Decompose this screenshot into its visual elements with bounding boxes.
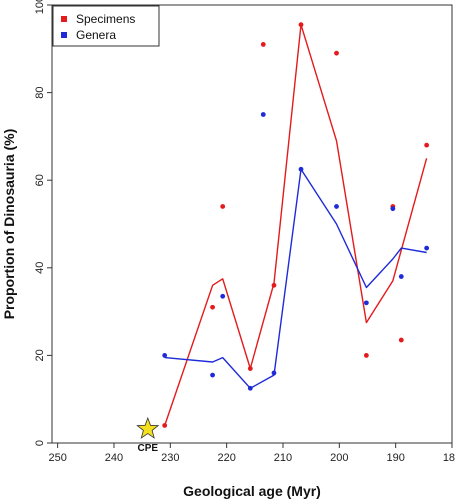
- legend-box: [52, 5, 160, 47]
- point-genera: [398, 274, 404, 279]
- point-genera: [298, 166, 304, 172]
- chart-axes: 250 240 230 220 210 200 190 180 0 20 40 60 80 100: [34, 0, 455, 464]
- point-genera: [334, 204, 339, 209]
- point-specimens: [398, 337, 404, 343]
- x-tick-label: 220: [217, 452, 235, 464]
- point-genera: [260, 112, 266, 117]
- y-tick-label: 60: [34, 174, 46, 186]
- x-tick-label: 230: [161, 452, 179, 464]
- cpe-star-icon: [136, 416, 160, 439]
- point-specimens: [260, 42, 266, 47]
- point-specimens: [334, 50, 339, 56]
- y-tick-label: 0: [34, 440, 46, 446]
- point-specimens: [424, 142, 430, 148]
- point-genera: [247, 385, 253, 391]
- point-genera: [162, 353, 168, 358]
- cpe-label: CPE: [137, 443, 158, 454]
- y-tick-label: 40: [34, 262, 46, 274]
- point-specimens: [363, 353, 369, 358]
- y-tick-label: 20: [34, 349, 46, 361]
- legend-label-genera: Genera: [76, 28, 116, 42]
- legend: Specimens Genera: [52, 5, 160, 47]
- point-specimens: [220, 204, 226, 209]
- annotations: CPE: [136, 416, 160, 454]
- point-genera: [424, 245, 430, 251]
- legend-swatch-specimens: [61, 16, 67, 22]
- data-points: [162, 22, 430, 428]
- trend-line-genera: [164, 168, 427, 389]
- x-tick-label: 210: [274, 452, 292, 464]
- y-tick-label: 100: [34, 0, 46, 14]
- point-specimens: [162, 423, 168, 428]
- point-specimens: [247, 366, 253, 371]
- x-tick-label: 180: [443, 452, 455, 464]
- point-specimens: [298, 22, 304, 28]
- point-genera: [390, 206, 396, 212]
- x-tick-label: 190: [386, 452, 404, 464]
- x-tick-label: 240: [105, 452, 123, 464]
- y-axis-title: Proportion of Dinosauria (%): [1, 129, 17, 320]
- x-tick-label: 200: [330, 452, 348, 464]
- x-tick-label: 250: [48, 452, 66, 464]
- point-genera: [220, 293, 226, 299]
- legend-label-specimens: Specimens: [76, 12, 135, 26]
- point-genera: [210, 372, 215, 378]
- point-genera: [271, 370, 277, 376]
- plot-frame: [51, 4, 453, 444]
- point-specimens: [271, 282, 277, 288]
- x-axis-title: Geological age (Myr): [183, 483, 321, 499]
- point-genera: [363, 300, 369, 306]
- trend-lines: [164, 24, 428, 426]
- trend-line-specimens: [164, 24, 428, 426]
- y-tick-label: 80: [34, 86, 46, 98]
- point-specimens: [210, 304, 215, 310]
- legend-swatch-genera: [61, 32, 67, 38]
